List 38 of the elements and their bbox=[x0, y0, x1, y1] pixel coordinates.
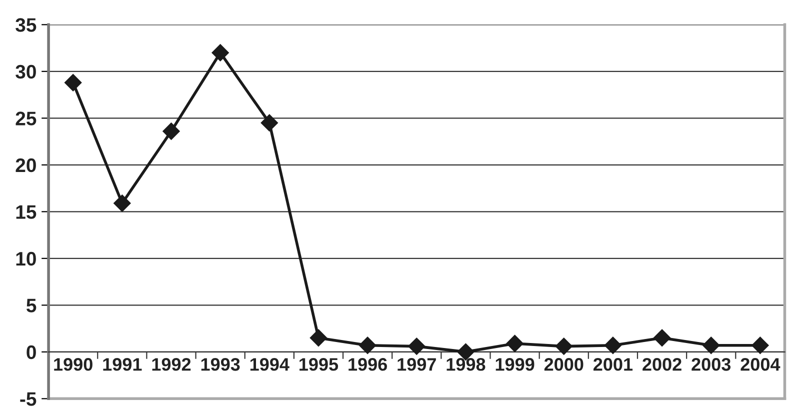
x-tick-label: 2003 bbox=[692, 358, 731, 371]
y-tick-label: 35 bbox=[16, 18, 36, 32]
point bbox=[310, 329, 328, 346]
y-tick-label: 15 bbox=[16, 205, 36, 219]
y-tick-label: 5 bbox=[26, 298, 36, 312]
x-tick-label: 1992 bbox=[152, 358, 191, 371]
point bbox=[212, 44, 229, 62]
x-tick-label: 1990 bbox=[54, 358, 92, 371]
point bbox=[653, 329, 671, 346]
x-tick-label: 1998 bbox=[446, 358, 486, 371]
y-tick-label: 30 bbox=[16, 64, 36, 79]
y-tick-label: 10 bbox=[16, 252, 36, 266]
point bbox=[359, 336, 376, 354]
point bbox=[555, 338, 572, 355]
y-tick-label: 0 bbox=[26, 345, 36, 360]
x-tick-label: 1994 bbox=[250, 358, 290, 371]
point bbox=[64, 74, 82, 92]
x-tick-label: 2004 bbox=[740, 358, 780, 371]
y-tick-label: -5 bbox=[20, 392, 36, 406]
y-tick-label: 25 bbox=[16, 112, 36, 126]
point bbox=[408, 338, 426, 355]
point bbox=[260, 114, 278, 132]
point bbox=[114, 194, 131, 212]
point bbox=[752, 336, 769, 354]
point bbox=[162, 122, 180, 140]
point bbox=[506, 334, 524, 352]
y-tick-label: 20 bbox=[16, 158, 36, 172]
x-tick-label: 1991 bbox=[103, 358, 142, 371]
x-tick-label: 1999 bbox=[496, 358, 534, 371]
point bbox=[702, 336, 720, 354]
x-tick-label: 1996 bbox=[348, 358, 387, 371]
x-tick-label: 1997 bbox=[398, 358, 436, 371]
x-tick-label: 2002 bbox=[642, 358, 682, 371]
x-tick-label: 1993 bbox=[201, 358, 240, 371]
x-tick-label: 1995 bbox=[300, 358, 338, 371]
x-tick-label: 2001 bbox=[593, 358, 633, 371]
point bbox=[604, 336, 622, 354]
x-tick-label: 2000 bbox=[544, 358, 584, 371]
